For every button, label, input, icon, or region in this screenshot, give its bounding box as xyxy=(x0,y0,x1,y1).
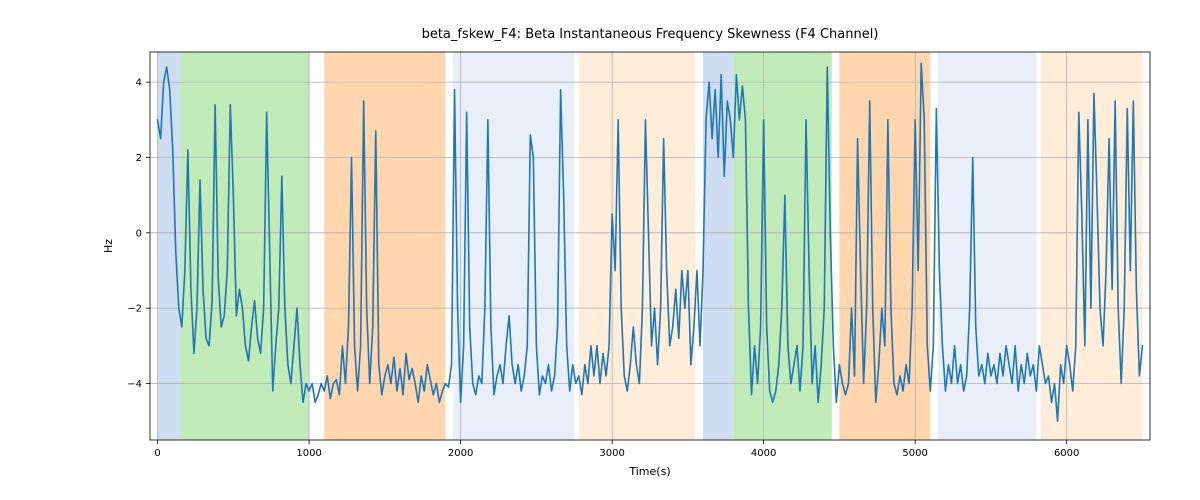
x-axis-label: Time(s) xyxy=(628,465,670,478)
ytick-label: −2 xyxy=(127,304,142,315)
shaded-band xyxy=(579,52,696,440)
shaded-band xyxy=(180,52,309,440)
shaded-bands xyxy=(158,52,1143,440)
xtick-label: 3000 xyxy=(599,448,624,459)
xtick-label: 0 xyxy=(154,448,160,459)
shaded-band xyxy=(453,52,574,440)
ytick-label: 4 xyxy=(136,78,142,89)
xtick-label: 1000 xyxy=(296,448,321,459)
shaded-band xyxy=(839,52,930,440)
xtick-label: 5000 xyxy=(902,448,927,459)
ytick-label: −4 xyxy=(127,379,142,390)
y-axis-label: Hz xyxy=(102,239,115,253)
ytick-label: 2 xyxy=(136,153,142,164)
xtick-label: 6000 xyxy=(1054,448,1079,459)
chart-title: beta_fskew_F4: Beta Instantaneous Freque… xyxy=(422,27,879,42)
xtick-label: 2000 xyxy=(448,448,473,459)
shaded-band xyxy=(158,52,181,440)
timeseries-chart: 0 1000 2000 3000 4000 5000 6000 −4 −2 0 2 4 Time(s) H… xyxy=(0,0,1200,500)
ytick-label: 0 xyxy=(136,228,142,239)
xtick-label: 4000 xyxy=(751,448,776,459)
shaded-band xyxy=(938,52,1036,440)
shaded-band xyxy=(324,52,445,440)
